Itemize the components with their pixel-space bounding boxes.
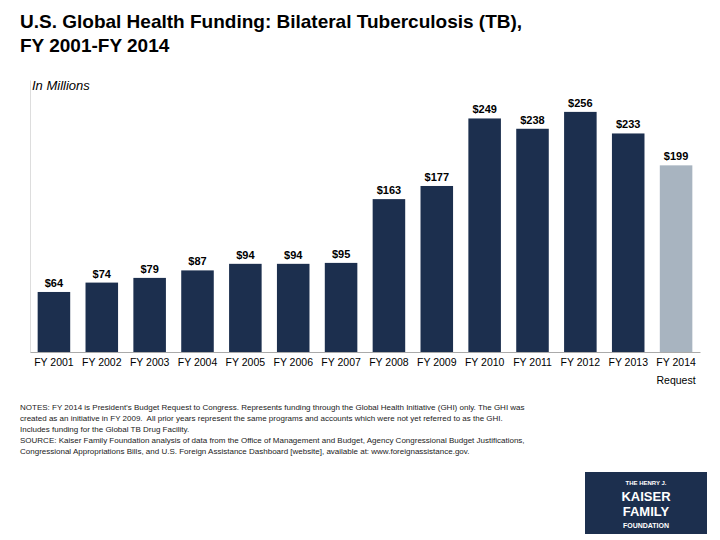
data-label: $94 — [284, 249, 303, 261]
data-label: $199 — [664, 150, 688, 162]
bars — [38, 112, 693, 352]
data-label: $177 — [425, 171, 449, 183]
x-tick: FY 2006 — [273, 352, 313, 368]
x-tick: FY 2004 — [178, 352, 218, 368]
data-label: $79 — [140, 263, 158, 275]
x-tick-label: FY 2006 — [273, 356, 313, 368]
title: FY 2001-FY 2014 — [20, 35, 170, 56]
note-line: NOTES: FY 2014 is President’s Budget Req… — [20, 403, 525, 412]
x-axis-line — [31, 352, 701, 353]
x-tick: FY 2003 — [130, 352, 170, 368]
data-label: $74 — [93, 268, 112, 280]
bar — [277, 264, 310, 352]
x-tick-label: FY 2009 — [417, 356, 457, 368]
x-tick-label: FY 2001 — [34, 356, 74, 368]
x-tick-label: FY 2011 — [513, 356, 552, 368]
x-tick: FY 2002 — [82, 352, 122, 368]
x-tick: FY 2014 — [656, 352, 696, 368]
note-line: Includes funding for the Global TB Drug … — [20, 425, 189, 434]
logo-text: THE HENRY J. — [625, 480, 666, 486]
logo-text: FOUNDATION — [623, 522, 669, 529]
data-label: $64 — [45, 277, 64, 289]
x-tick-label: FY 2013 — [608, 356, 648, 368]
bar — [468, 118, 501, 352]
bar — [421, 186, 454, 352]
subtitle: In Millions — [32, 78, 90, 93]
x-tick: FY 2013 — [608, 352, 648, 368]
x-tick: FY 2007 — [321, 352, 361, 368]
data-label: $95 — [332, 248, 350, 260]
notes: NOTES: FY 2014 is President’s Budget Req… — [20, 403, 525, 456]
x-tick-label: FY 2007 — [321, 356, 361, 368]
data-label: $163 — [377, 184, 401, 196]
bar — [181, 270, 214, 352]
x-tick-label: FY 2002 — [82, 356, 122, 368]
note-line: SOURCE: Kaiser Family Foundation analysi… — [20, 436, 525, 445]
bar — [133, 278, 166, 352]
logo: THE HENRY J. KAISERFAMILY FOUNDATION — [585, 472, 707, 534]
annotation: Request — [657, 374, 696, 386]
note-line: Congressional Appropriations Bills, and … — [20, 447, 469, 456]
bar — [86, 283, 119, 352]
y-axis — [30, 81, 31, 353]
x-tick: FY 2005 — [226, 352, 266, 368]
bar — [660, 165, 693, 352]
x-tick: FY 2010 — [465, 352, 505, 368]
x-tick-label: FY 2008 — [369, 356, 409, 368]
bar — [612, 133, 645, 352]
data-label: $233 — [616, 118, 640, 130]
x-tick-label: FY 2004 — [178, 356, 218, 368]
x-tick-label: FY 2010 — [465, 356, 505, 368]
x-tick: FY 2001 — [34, 352, 74, 368]
x-tick-label: FY 2014 — [656, 356, 696, 368]
x-tick: FY 2009 — [417, 352, 457, 368]
data-label: $238 — [520, 114, 544, 126]
y-axis-line — [30, 81, 31, 353]
title: U.S. Global Health Funding: Bilateral Tu… — [20, 11, 522, 32]
data-label: $94 — [236, 249, 255, 261]
data-labels: $64 $74 $79 $87 $94 $94 $95 $163 $177 $249 $238 $25… — [45, 97, 689, 289]
data-label: $87 — [188, 255, 206, 267]
bar — [564, 112, 597, 352]
x-tick-label: FY 2003 — [130, 356, 170, 368]
bar — [229, 264, 262, 352]
chart: U.S. Global Health Funding: Bilateral Tu… — [0, 0, 720, 540]
x-tick: FY 2008 — [369, 352, 409, 368]
x-tick-label: FY 2012 — [561, 356, 601, 368]
logo-background — [585, 472, 707, 534]
x-axis: FY 2001 FY 2002 FY 2003 FY 2004 FY 2005 FY 20… — [31, 352, 701, 368]
bar — [516, 129, 549, 352]
logo-text: KAISER — [621, 489, 671, 504]
x-tick-label: FY 2005 — [226, 356, 266, 368]
data-label: $249 — [472, 103, 496, 115]
note-line: created as an initiative in FY 2009. All… — [20, 414, 503, 423]
bar — [325, 263, 358, 352]
data-label: $256 — [568, 97, 592, 109]
logo-text: FAMILY — [623, 504, 670, 519]
x-tick: FY 2012 — [561, 352, 601, 368]
x-tick: FY 2011 — [513, 352, 552, 368]
bar — [38, 292, 71, 352]
bar — [373, 199, 406, 352]
